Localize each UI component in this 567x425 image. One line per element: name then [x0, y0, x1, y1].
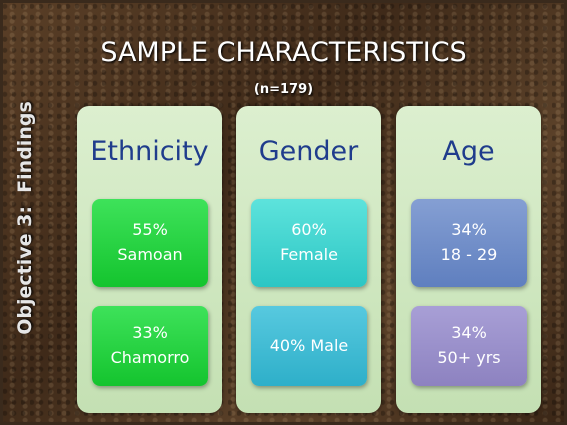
column-heading: Age: [442, 136, 495, 167]
stat-box: 34% 18 - 29: [411, 199, 527, 287]
stat-text: Samoan: [117, 245, 183, 264]
stat-box: 40% Male: [251, 306, 367, 386]
stat-text: 34%: [451, 220, 487, 240]
column-panel: Gender 60% Female 40% Male: [236, 106, 381, 413]
stat-text: 50+ yrs: [437, 348, 501, 367]
stat-box: 60% Female: [251, 199, 367, 287]
stat-box: 55% Samoan: [92, 199, 208, 287]
stat-text: 34%: [451, 323, 487, 343]
stat-text: 18 - 29: [440, 245, 498, 264]
stat-text: Female: [280, 245, 338, 264]
title: SAMPLE CHARACTERISTICS: [100, 37, 467, 68]
subtitle: (n=179): [253, 82, 314, 97]
stat-text: 40% Male: [269, 335, 349, 355]
stat-text: Chamorro: [110, 348, 190, 367]
stat-box: 33% Chamorro: [92, 306, 208, 386]
side-label: Objective 3: Findings: [14, 101, 36, 335]
stat-text: 60%: [291, 220, 327, 240]
stat-text: 33%: [132, 323, 168, 343]
stat-box: 34% 50+ yrs: [411, 306, 527, 386]
column-heading: Ethnicity: [90, 136, 209, 167]
stat-text: 55%: [132, 220, 168, 240]
column-panel: Ethnicity 55% Samoan 33% Chamorro: [77, 106, 222, 413]
column-heading: Gender: [258, 136, 359, 167]
column-panel: Age 34% 18 - 29 34% 50+ yrs: [396, 106, 541, 413]
